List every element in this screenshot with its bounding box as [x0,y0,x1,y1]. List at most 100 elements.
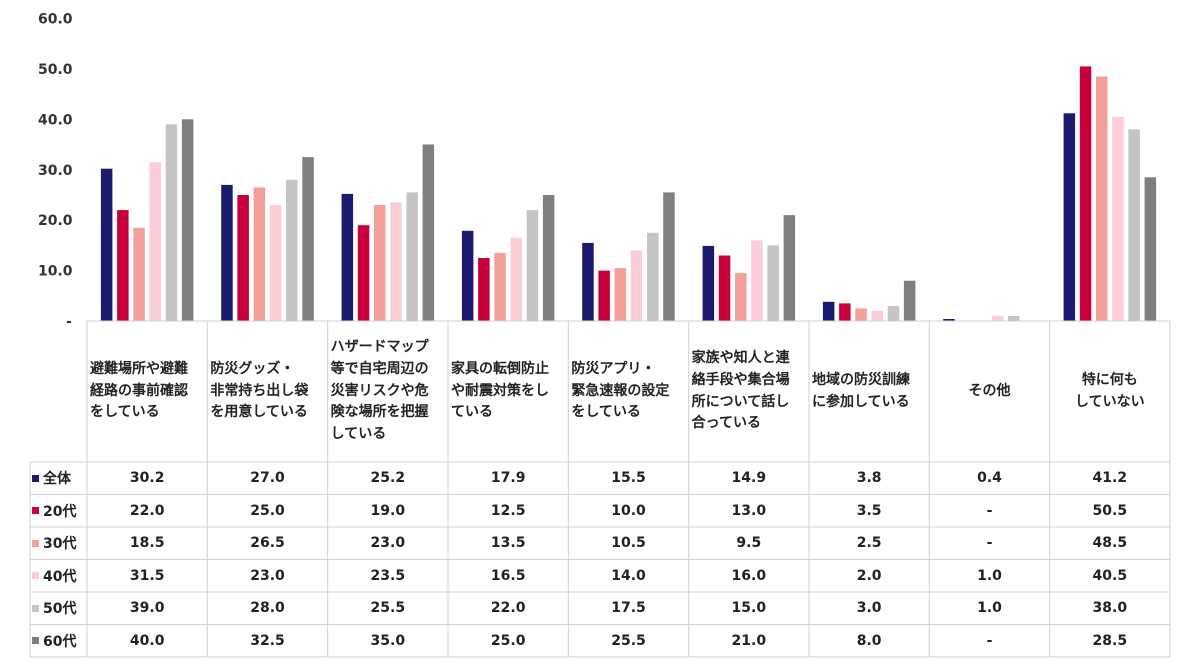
bar [269,205,282,321]
data-label: 48.5 [1092,535,1128,552]
data-label: 12.5 [490,502,526,519]
bar [237,195,249,321]
bar [374,205,386,321]
data-label: 10.5 [611,535,646,552]
bar [357,225,370,321]
data-label: 16.0 [731,567,767,584]
bar [181,119,194,321]
legend-entry: 20代 [30,495,87,528]
category-label: その他 [968,382,1011,399]
bar [718,255,731,321]
bar [822,301,835,321]
y-tick-label: 40.0 [38,112,73,128]
bar [149,162,161,321]
legend-swatch [32,604,39,612]
bar [903,280,916,321]
data-label: 28.5 [1092,632,1128,649]
data-label: 2.0 [856,567,882,584]
bar [1096,76,1108,321]
bar [598,270,610,321]
legend-label: 30代 [43,536,77,553]
y-tick-label: 50.0 [38,62,73,78]
data-label: 25.5 [370,600,406,617]
data-label: 21.0 [731,632,767,649]
data-label: 39.0 [129,600,165,617]
data-label: 16.5 [490,567,526,584]
bar [406,192,418,321]
data-label: 38.0 [1092,600,1128,617]
bar [647,232,659,321]
category-label: 家族や知人と連 絡手段や集合場 所について話し 合っている [691,350,790,432]
bar [510,237,522,321]
data-label: 17.9 [490,470,526,487]
data-label: 23.5 [370,567,406,584]
y-tick-label: 10.0 [38,264,73,280]
bar [133,227,145,321]
data-label: 15.0 [731,600,767,617]
bar [582,242,594,321]
legend-entry: 40代 [30,560,87,593]
bar [461,230,474,321]
y-tick-label: 20.0 [38,213,73,229]
data-label: 1.0 [977,600,1002,617]
data-label: 27.0 [250,470,285,487]
data-label: 13.0 [731,502,767,519]
bar [165,124,178,322]
category-label: 防災アプリ・ 緊急速報の設定 をしている [571,360,670,421]
data-label: 32.5 [250,632,285,649]
data-label: 40.5 [1092,567,1128,584]
legend-label: 40代 [43,568,77,585]
bar [991,316,1004,321]
y-tick-label: 60.0 [38,12,73,28]
data-label: 13.5 [490,535,526,552]
y-tick-label: 30.0 [38,163,73,179]
data-label: 50.5 [1092,502,1128,519]
data-label: 2.5 [856,535,882,552]
data-label: 19.0 [370,502,406,519]
bar [221,184,233,321]
category-label: 防災グッズ・ 非常持ち出し袋 を用意している [210,360,309,421]
bar [1112,116,1124,321]
legend-entry: 全体 [30,462,87,495]
data-label: - [986,535,993,552]
legend-swatch [32,507,39,515]
data-label: 25.5 [611,632,646,649]
bar [751,240,763,321]
bar [390,202,402,321]
bar [1128,129,1140,321]
data-label: 3.0 [856,600,882,617]
bar [783,215,796,321]
legend-label: 20代 [43,503,77,520]
data-label: 23.0 [370,535,406,552]
bar [735,273,747,321]
data-label: 18.5 [129,535,165,552]
bar [702,245,715,321]
data-label: 0.4 [977,470,1002,487]
category-label: 家具の転倒防止 や耐震対策をし ている [451,360,549,421]
data-label: 28.0 [250,600,285,617]
data-label: 8.0 [856,632,882,649]
legend-swatch [32,474,39,482]
data-label: 22.0 [129,502,165,519]
bar [943,319,955,321]
data-label: 3.5 [856,502,882,519]
data-label: 25.2 [370,470,406,487]
y-tick-label: - [66,314,72,330]
bar [341,193,354,321]
bar [839,303,851,321]
bar [494,252,506,321]
data-label: 31.5 [129,567,165,584]
data-label: 17.5 [611,600,646,617]
bar [887,305,900,321]
bar [526,210,539,321]
legend-entry: 60代 [30,625,87,658]
bar [614,268,627,321]
data-label: 14.0 [611,567,646,584]
bar [663,192,675,321]
legend-entry: 30代 [30,527,87,560]
data-label: 15.5 [611,470,646,487]
data-label: 35.0 [370,632,406,649]
data-label: 23.0 [250,567,285,584]
data-label: 30.2 [129,470,165,487]
